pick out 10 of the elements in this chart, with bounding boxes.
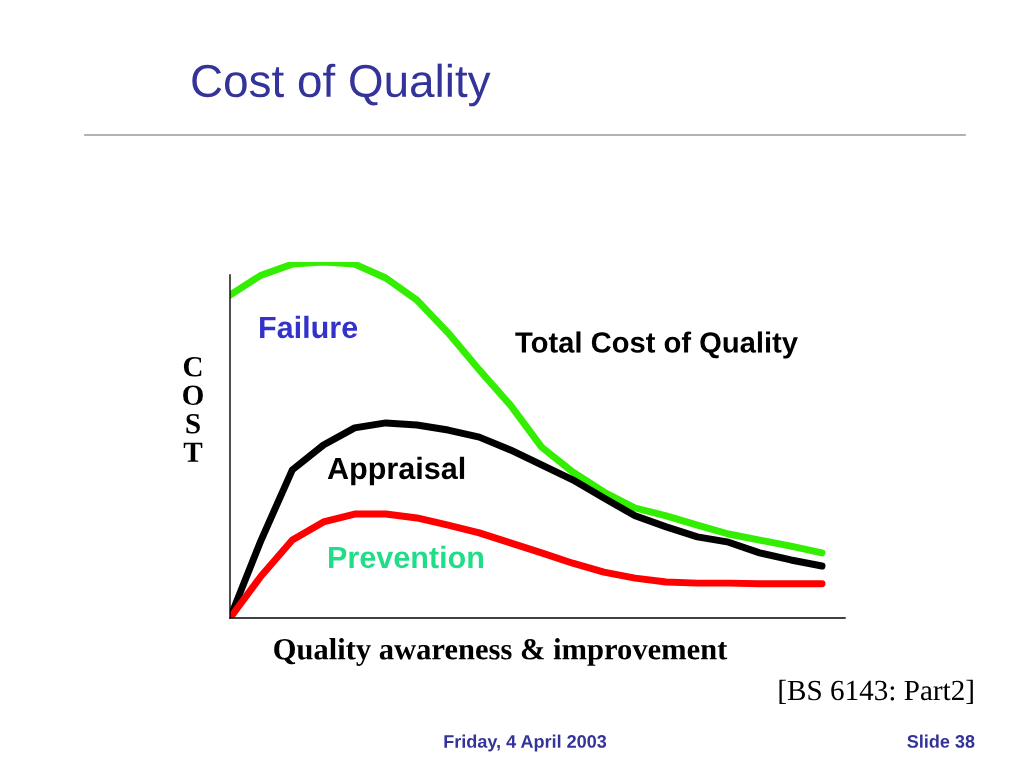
x-axis-title: Quality awareness & improvement xyxy=(274,638,728,666)
text: Slide 38 xyxy=(907,734,975,748)
text: [BS 6143: Part2] xyxy=(779,679,973,704)
annotation: Total Cost of Quality xyxy=(515,331,798,359)
annotation: Prevention xyxy=(329,545,484,569)
y-axis-title: COST xyxy=(183,356,203,462)
annotation: Failure xyxy=(260,315,358,339)
text: Friday, 4 April 2003 xyxy=(444,734,607,752)
chart-title: Cost of Quality xyxy=(192,63,491,107)
annotation: Appraisal xyxy=(327,456,465,486)
